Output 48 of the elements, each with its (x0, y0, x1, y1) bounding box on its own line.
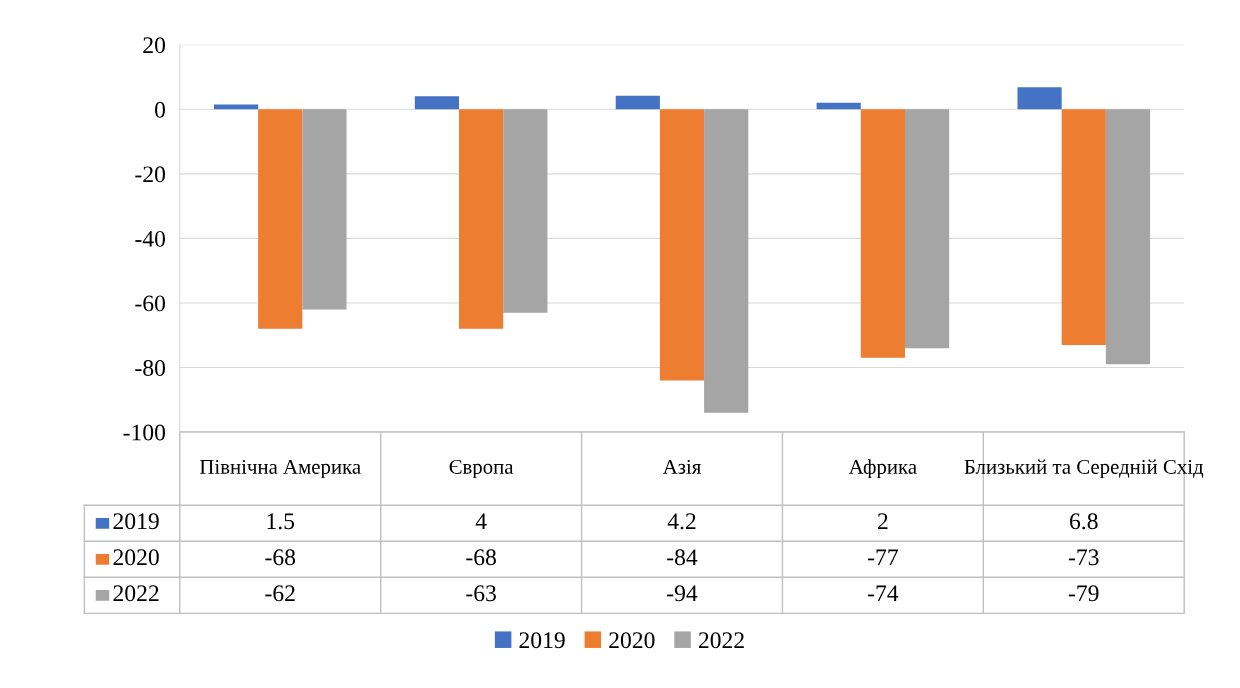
text: 2019 (519, 632, 565, 649)
bar (1105, 109, 1151, 365)
data-label: -94 (667, 585, 698, 602)
data-label: -77 (868, 549, 898, 565)
bar (1061, 109, 1106, 345)
text: 2020 (609, 632, 655, 649)
data-label: 4 (475, 513, 487, 529)
y-tick-label: -60 (135, 295, 166, 312)
y-tick-label: -40 (135, 230, 166, 247)
y-tick-label: 0 (155, 101, 166, 118)
data-label: 1.5 (267, 513, 295, 530)
x-tick-label: Європа (449, 459, 514, 479)
bar (704, 109, 749, 413)
bar (816, 102, 861, 110)
bar (659, 109, 705, 381)
data-label: -63 (466, 585, 496, 602)
x-tick-label: Близький та Середній Схід (964, 459, 1204, 479)
bar (459, 109, 504, 329)
data-label: -74 (868, 585, 899, 602)
y-tick-label: 20 (143, 37, 166, 54)
data-label: 4.2 (667, 513, 696, 530)
data-label: 6.8 (1070, 513, 1098, 530)
bar (302, 109, 347, 310)
bar (904, 109, 950, 349)
bar (414, 96, 460, 110)
data-label: -84 (667, 549, 698, 566)
legend-label: 2020 (113, 549, 159, 566)
y-tick-label: -20 (135, 166, 166, 183)
bar (258, 109, 303, 329)
text: 2022 (113, 585, 159, 602)
legend-label: 2019 (113, 513, 159, 530)
data-label: -73 (1068, 549, 1099, 566)
x-tick-label: Північна Америка (199, 459, 361, 479)
legend-label: 2022 (698, 632, 744, 649)
y-tick-label: -100 (123, 424, 166, 441)
bar (503, 109, 548, 313)
data-label: -68 (466, 549, 496, 566)
bar (860, 109, 905, 358)
bar (213, 104, 259, 110)
bar (1017, 87, 1062, 110)
data-label: -62 (265, 585, 295, 602)
data-label: -68 (265, 549, 296, 566)
data-label: -79 (1068, 585, 1099, 602)
data-label: 2 (878, 513, 888, 529)
y-tick-label: -80 (135, 360, 166, 376)
x-tick-label: Азія (662, 459, 701, 474)
bar (615, 95, 660, 110)
x-tick-label: Африка (848, 459, 917, 479)
